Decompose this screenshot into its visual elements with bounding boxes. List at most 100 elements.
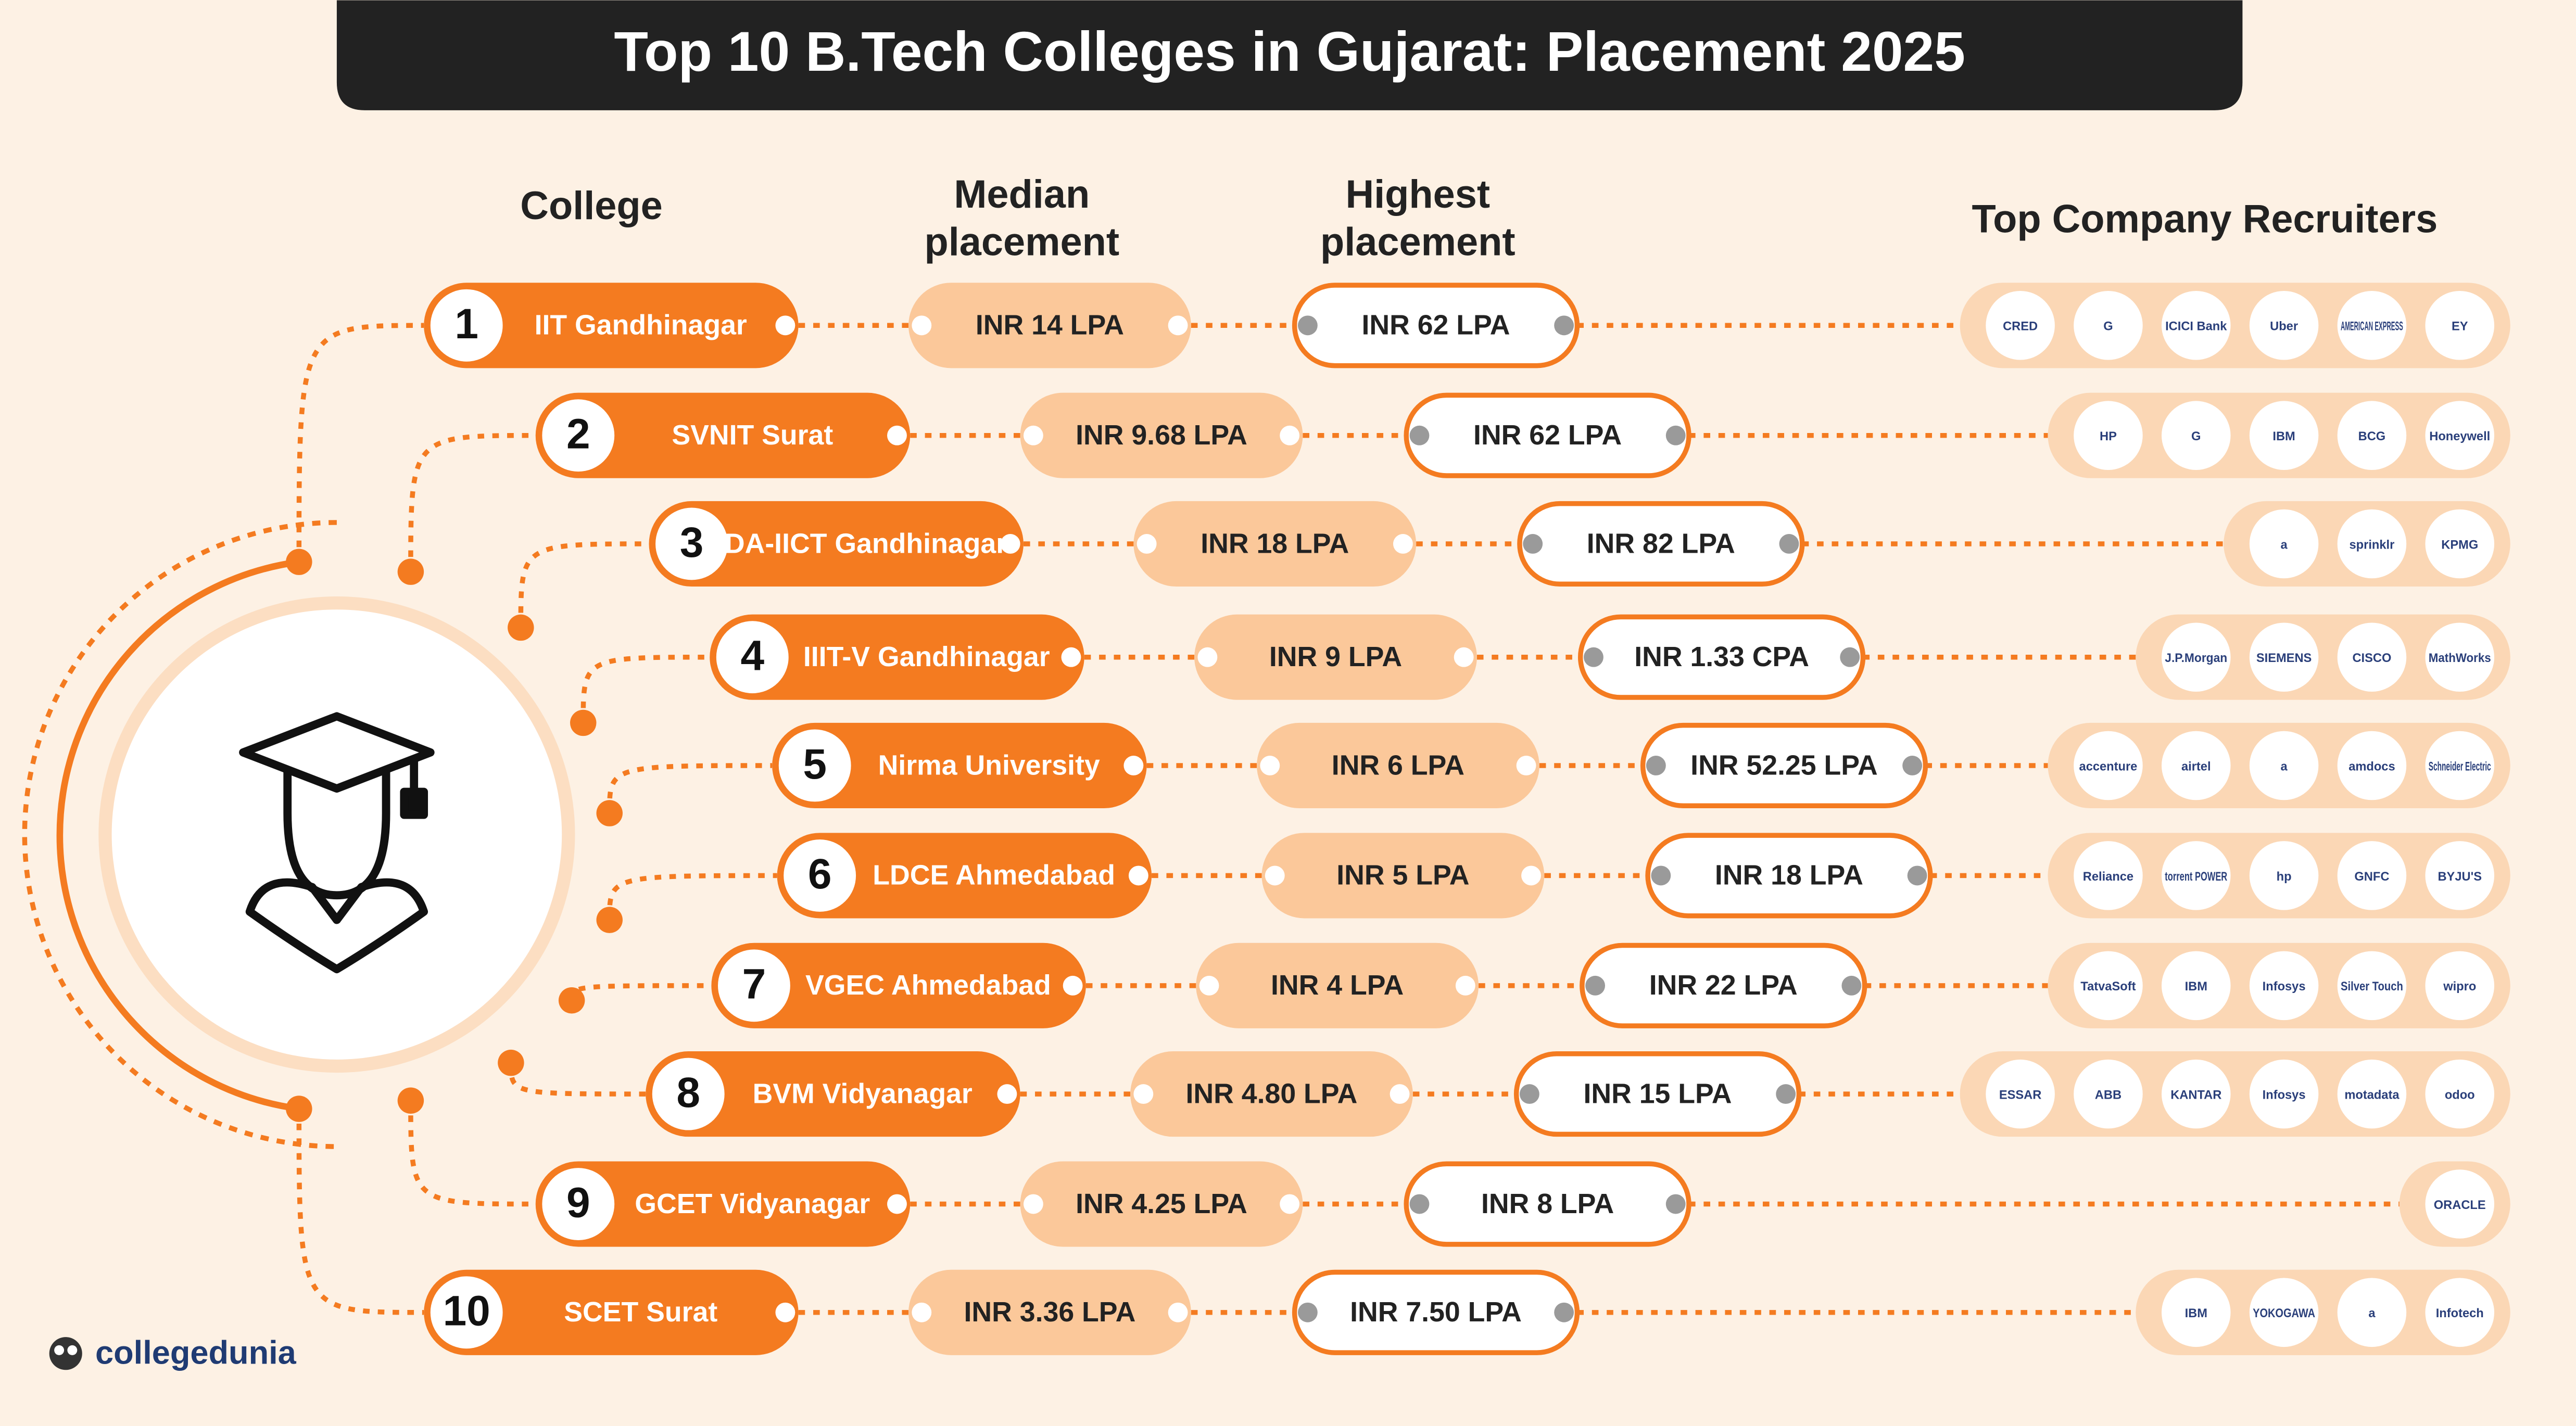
- pill-end: [1137, 534, 1157, 554]
- recruiter-name: Honeywell: [2429, 430, 2490, 443]
- recruiter-name: Silver Touch: [2341, 980, 2403, 994]
- pill-end: [1516, 756, 1536, 775]
- college-pill: [710, 614, 1084, 700]
- median-pill: [1257, 722, 1539, 809]
- recruiter-logo: [2337, 291, 2407, 360]
- recruiter-name: EY: [2452, 320, 2468, 334]
- recruiter-logo: [2337, 401, 2407, 470]
- hub-connector: [580, 654, 710, 723]
- pill-end: [1260, 756, 1280, 775]
- hub-dot: [498, 1049, 524, 1076]
- rank: 2: [566, 411, 590, 458]
- recruiter-name: IBM: [2272, 430, 2295, 443]
- hub-dot: [397, 1087, 424, 1114]
- college-pill: [535, 392, 911, 478]
- recruiter-logo: [2249, 731, 2319, 800]
- rank-circle: [652, 1058, 725, 1130]
- hub-connector: [296, 323, 424, 562]
- recruiter-name: hp: [2277, 870, 2292, 884]
- pill-end: [1280, 1194, 1300, 1214]
- recruiter-logo: [2337, 1278, 2407, 1347]
- pill-end: [1023, 1194, 1043, 1214]
- pill-end: [912, 1302, 932, 1322]
- pill-end: [1902, 756, 1923, 775]
- recruiter-name: Infosys: [2263, 1089, 2306, 1102]
- college-pill: [424, 283, 799, 368]
- rank: 9: [566, 1179, 590, 1226]
- header-highest: Highest: [1345, 172, 1490, 217]
- pill-end: [1554, 1302, 1574, 1322]
- recruiter-logo: [2161, 622, 2231, 692]
- college-name: SCET Surat: [564, 1296, 717, 1328]
- college-pill: [646, 1051, 1020, 1137]
- recruiter-name: Infotech: [2436, 1307, 2484, 1320]
- pill-end: [1409, 425, 1430, 445]
- recruiter-logo: [2074, 401, 2143, 470]
- pill-end: [1265, 865, 1285, 886]
- pill-end: [1133, 1084, 1154, 1104]
- hub-connector: [607, 763, 773, 813]
- recruiter-logo: [2425, 731, 2495, 800]
- recruiter-logo: [2249, 401, 2319, 470]
- median-pill: [1020, 392, 1303, 478]
- hub-connector: [607, 873, 777, 920]
- recruiter-name: ESSAR: [1999, 1089, 2042, 1102]
- recruiter-name: wipro: [2443, 980, 2476, 994]
- recruiter-name: accenture: [2079, 760, 2138, 773]
- pill-end: [1841, 975, 1862, 996]
- rank: 3: [680, 519, 704, 566]
- recruiter-name: odoo: [2445, 1089, 2475, 1102]
- recruiter-name: sprinklr: [2350, 538, 2395, 552]
- pill-end: [1197, 647, 1218, 667]
- header-median: placement: [925, 220, 1120, 264]
- header-college: College: [520, 184, 662, 228]
- recruiter-logo: [2337, 509, 2407, 579]
- recruiter-logo: [2337, 731, 2407, 800]
- pill-end: [1063, 975, 1083, 996]
- highest-pill: [1517, 501, 1805, 587]
- recruiter-logo: [1986, 291, 2055, 360]
- rank-circle: [784, 839, 856, 912]
- pill-end: [1199, 975, 1219, 996]
- highest-pill: [1404, 392, 1691, 478]
- recruiter-name: a: [2281, 538, 2288, 552]
- recruiter-name: BCG: [2358, 430, 2386, 443]
- college-name: BVM Vidyanagar: [753, 1078, 973, 1109]
- recruiter-logo: [2249, 622, 2319, 692]
- hub-dot: [596, 800, 623, 826]
- recruiter-logo: [2425, 841, 2495, 910]
- recruiter-logo: [2337, 622, 2407, 692]
- rank-circle: [542, 399, 615, 472]
- median-pill: [1261, 833, 1545, 919]
- recruiter-name: KANTAR: [2170, 1089, 2221, 1102]
- pill-end: [1554, 315, 1574, 336]
- hub-dot: [286, 1096, 312, 1122]
- highest-pill: [1513, 1051, 1802, 1137]
- recruiter-logo: [2074, 291, 2143, 360]
- header-recruiters: Top Company Recruiters: [1972, 197, 2438, 241]
- recruiter-name: Infosys: [2263, 980, 2306, 994]
- recruiter-strip: [2136, 614, 2510, 700]
- title-bar: [336, 0, 2243, 110]
- pill-end: [1585, 975, 1606, 996]
- hub-dot: [596, 907, 623, 933]
- pill-end: [1907, 865, 1927, 886]
- recruiter-logo: [2074, 731, 2143, 800]
- rank-circle: [718, 949, 790, 1022]
- recruiter-name: BYJU'S: [2438, 870, 2482, 884]
- pill-end: [1409, 1194, 1430, 1214]
- recruiter-name: torrent POWER: [2165, 870, 2227, 884]
- rank: 7: [742, 961, 766, 1008]
- hub-connector: [296, 1109, 424, 1315]
- highest-placement: INR 62 LPA: [1473, 419, 1622, 451]
- pill-end: [1840, 647, 1860, 667]
- recruiter-logo: [2425, 291, 2495, 360]
- recruiter-logo: [2074, 1059, 2143, 1129]
- college-name: SVNIT Surat: [672, 419, 833, 451]
- recruiter-name: Uber: [2270, 320, 2298, 334]
- recruiter-name: GNFC: [2354, 870, 2389, 884]
- highest-pill: [1580, 943, 1867, 1028]
- hub-dot: [286, 549, 312, 575]
- college-name: IIT Gandhinagar: [535, 310, 747, 341]
